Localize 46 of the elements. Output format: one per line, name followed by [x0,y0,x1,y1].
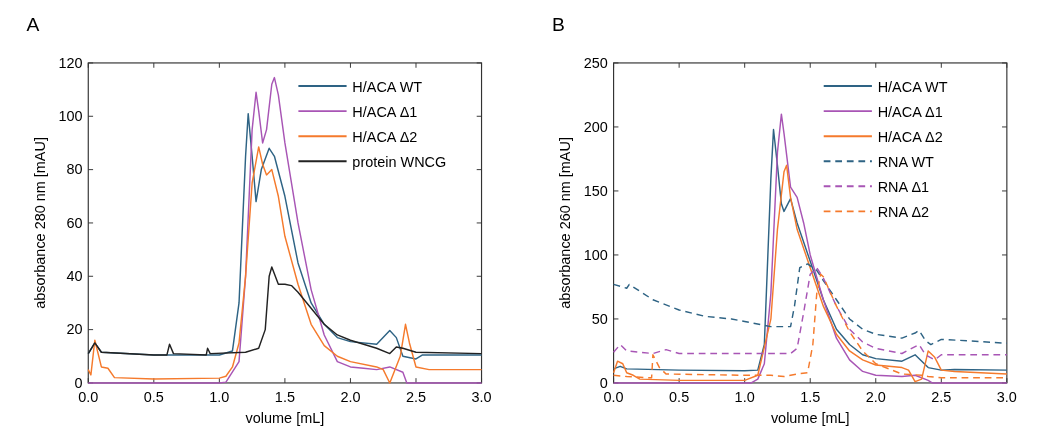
x-tick-label: 3.0 [471,389,492,406]
x-tick-label: 1.5 [800,389,821,406]
x-tick-label: 1.0 [209,389,230,406]
x-tick-label: 1.0 [734,389,755,406]
legend-label: H/ACA WT [352,78,423,95]
legend-label: H/ACA Δ2 [877,128,943,145]
y-tick-label: 150 [583,182,608,199]
x-tick-label: 2.5 [931,389,952,406]
y-tick-label: 120 [58,54,83,71]
y-tick-label: 40 [66,268,83,285]
line-series [87,266,483,356]
x-axis-title: volume [mL] [245,410,325,427]
y-tick-label: 100 [58,108,83,125]
y-axis-title: absorbance 280 nm [mAU] [31,137,48,309]
legend-label: H/ACA Δ1 [877,103,943,120]
x-tick-label: 0.0 [78,389,99,406]
legend-label: RNA WT [877,154,935,171]
y-tick-label: 60 [66,214,83,231]
legend-label: RNA Δ2 [877,204,930,221]
y-tick-label: 0 [599,374,608,391]
x-tick-label: 0.5 [669,389,690,406]
line-series [87,146,483,384]
legend-label: protein WNCG [352,154,447,171]
x-tick-label: 3.0 [996,389,1017,406]
x-tick-label: 0.0 [603,389,624,406]
y-tick-label: 0 [74,374,83,391]
x-tick-label: 2.5 [405,389,427,406]
y-tick-label: 100 [583,246,608,263]
legend-label: H/ACA Δ1 [352,103,418,120]
x-axis-title: volume [mL] [770,410,850,427]
x-tick-label: 2.0 [340,389,361,406]
y-tick-label: 250 [583,54,608,71]
line-series [87,76,483,384]
x-tick-label: 2.0 [865,389,886,406]
x-tick-label: 1.5 [274,389,295,406]
legend-label: H/ACA Δ2 [352,128,418,145]
legend-label: RNA Δ1 [877,179,930,196]
chart-title: A [26,14,40,36]
legend-label: H/ACA WT [877,78,948,95]
y-tick-label: 200 [583,118,608,135]
y-axis-title: absorbance 260 nm [mAU] [557,137,574,309]
x-tick-label: 0.5 [143,389,164,406]
y-tick-label: 20 [66,321,83,338]
chart-title: B [551,14,565,36]
y-tick-label: 80 [66,161,83,178]
y-tick-label: 50 [591,310,608,327]
